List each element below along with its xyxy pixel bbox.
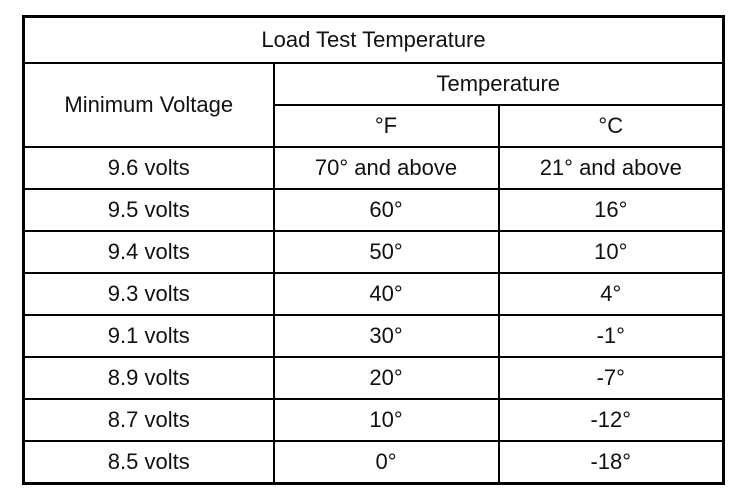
table-row: 8.7 volts 10° -12° — [22, 398, 725, 442]
table-row: 8.9 volts 20° -7° — [22, 356, 725, 400]
title-row: Load Test Temperature — [22, 15, 725, 64]
header-row: Minimum Voltage Temperature — [22, 62, 725, 148]
table-cell: -7° — [497, 356, 725, 400]
header-cell: °C — [497, 104, 725, 148]
table-cell: 20° — [272, 356, 500, 400]
table-cell: -12° — [497, 398, 725, 442]
table-cell: 21° and above — [497, 146, 725, 190]
table-row: 9.6 volts 70° and above 21° and above — [22, 146, 725, 190]
table-cell: 8.7 volts — [22, 398, 275, 442]
table-cell: -1° — [497, 314, 725, 358]
header-cell: °F — [272, 104, 500, 148]
table-cell: 0° — [272, 440, 500, 485]
table-cell: 9.5 volts — [22, 188, 275, 232]
table-cell: 10° — [497, 230, 725, 274]
table-row: 9.3 volts 40° 4° — [22, 272, 725, 316]
table-cell: 30° — [272, 314, 500, 358]
table-row: 9.1 volts 30° -1° — [22, 314, 725, 358]
table-cell: 70° and above — [272, 146, 500, 190]
header-group: Temperature — [272, 62, 725, 106]
table-cell: 40° — [272, 272, 500, 316]
table-cell: 9.4 volts — [22, 230, 275, 274]
table-cell: 10° — [272, 398, 500, 442]
table-cell: 8.9 volts — [22, 356, 275, 400]
table-row: 9.4 volts 50° 10° — [22, 230, 725, 274]
table-title: Load Test Temperature — [22, 15, 725, 64]
table-cell: -18° — [497, 440, 725, 485]
table-cell: 9.6 volts — [22, 146, 275, 190]
table-row: 8.5 volts 0° -18° — [22, 440, 725, 485]
table-cell: 60° — [272, 188, 500, 232]
subheader-row: °F °C — [24, 104, 725, 148]
table-cell: 8.5 volts — [22, 440, 275, 485]
load-test-table: Load Test Temperature Minimum Voltage Te… — [22, 15, 726, 485]
table-cell: 9.3 volts — [22, 272, 275, 316]
table-cell: 16° — [497, 188, 725, 232]
header-cell: Minimum Voltage — [22, 62, 275, 148]
table-cell: 9.1 volts — [22, 314, 275, 358]
table-row: 9.5 volts 60° 16° — [22, 188, 725, 232]
table-cell: 4° — [497, 272, 725, 316]
table-cell: 50° — [272, 230, 500, 274]
